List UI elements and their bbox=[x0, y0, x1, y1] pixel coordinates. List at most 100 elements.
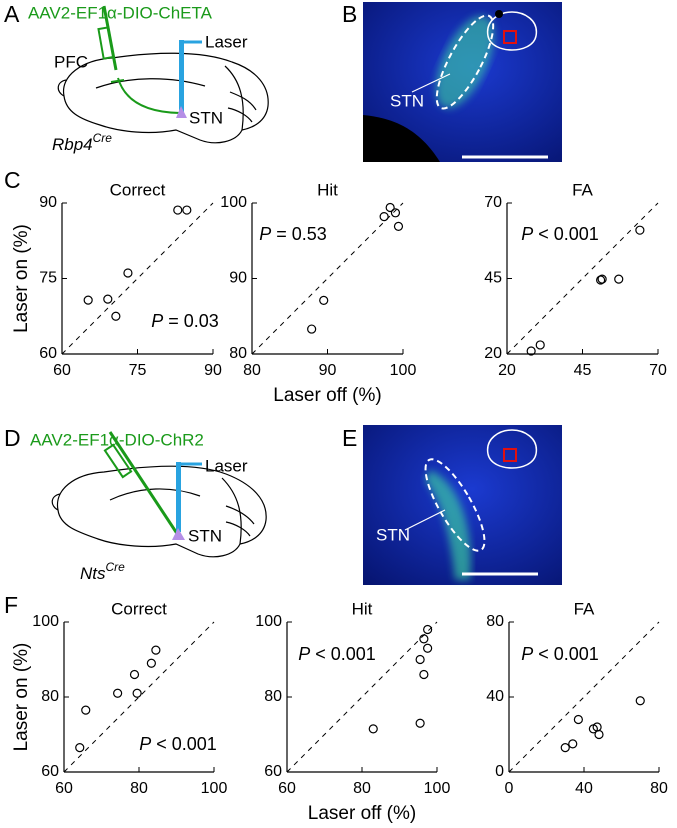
data-point bbox=[597, 274, 607, 284]
data-point bbox=[111, 311, 121, 321]
data-point bbox=[319, 295, 329, 305]
laser-fiber bbox=[179, 40, 184, 112]
y-tick-label: 45 bbox=[484, 270, 502, 287]
p-value: P = 0.03 bbox=[151, 311, 219, 331]
data-point bbox=[568, 739, 578, 749]
p-value: P < 0.001 bbox=[139, 734, 217, 754]
gene: Nts bbox=[80, 564, 106, 583]
data-point bbox=[132, 688, 142, 698]
mouse-line: Rbp4Cre bbox=[52, 131, 112, 154]
panel-letter: E bbox=[342, 425, 357, 451]
data-point bbox=[419, 669, 429, 680]
region-label: STN bbox=[376, 525, 410, 544]
x-tick-label: 0 bbox=[505, 780, 514, 797]
data-point bbox=[129, 669, 140, 680]
syringe bbox=[97, 5, 125, 83]
data-point bbox=[614, 274, 624, 284]
x-tick-label: 90 bbox=[319, 362, 337, 379]
x-tick-label: 70 bbox=[649, 362, 667, 379]
data-point bbox=[535, 340, 545, 350]
projection bbox=[117, 77, 181, 114]
y-tick-label: 40 bbox=[486, 688, 504, 705]
x-tick-label: 75 bbox=[129, 362, 147, 379]
data-point bbox=[379, 211, 389, 222]
x-tick-label: 90 bbox=[204, 362, 222, 379]
data-point bbox=[103, 294, 113, 304]
data-point bbox=[390, 208, 401, 218]
panel-letter: B bbox=[342, 1, 357, 27]
p-value: P = 0.53 bbox=[259, 224, 327, 244]
x-axis-label: Laser off (%) bbox=[308, 803, 416, 824]
gene: Rbp4 bbox=[52, 135, 93, 154]
vector-label: AAV2-EF1α-DIO-ChETA bbox=[28, 3, 213, 22]
data-point bbox=[573, 714, 583, 725]
chart-title: Hit bbox=[317, 180, 338, 199]
data-point bbox=[635, 225, 645, 235]
y-tick-label: 80 bbox=[41, 688, 59, 705]
x-tick-label: 40 bbox=[575, 780, 593, 797]
y-axis-label: Laser on (%) bbox=[11, 224, 32, 333]
superscript: Cre bbox=[106, 560, 126, 574]
x-tick-label: 80 bbox=[130, 780, 148, 797]
light-cone bbox=[172, 528, 185, 540]
y-tick-label: 20 bbox=[484, 345, 502, 362]
data-point bbox=[415, 718, 425, 728]
data-point bbox=[385, 202, 395, 213]
brain-schematic bbox=[57, 52, 269, 144]
data-point bbox=[635, 696, 645, 706]
x-tick-label: 20 bbox=[498, 362, 516, 379]
y-tick-label: 0 bbox=[495, 763, 504, 780]
syringe bbox=[103, 431, 180, 536]
brain-schematic bbox=[51, 465, 267, 558]
p-value: P < 0.001 bbox=[521, 644, 599, 664]
data-point bbox=[123, 268, 133, 278]
y-tick-label: 90 bbox=[39, 194, 57, 211]
y-tick-label: 75 bbox=[39, 270, 57, 287]
data-point bbox=[75, 743, 85, 753]
identity-line bbox=[61, 202, 214, 355]
y-tick-label: 100 bbox=[220, 194, 247, 211]
micrograph bbox=[363, 425, 562, 585]
p-value: P < 0.001 bbox=[521, 224, 599, 244]
x-tick-label: 100 bbox=[390, 362, 417, 379]
panel-letter: D bbox=[4, 425, 21, 451]
x-axis-label: Laser off (%) bbox=[273, 385, 381, 406]
y-tick-label: 90 bbox=[229, 270, 247, 287]
x-tick-label: 80 bbox=[650, 780, 668, 797]
chart-title: Correct bbox=[111, 599, 167, 618]
region-label: STN bbox=[390, 91, 424, 110]
data-point bbox=[415, 654, 425, 665]
x-tick-label: 60 bbox=[278, 780, 296, 797]
laser-label: Laser bbox=[205, 32, 248, 51]
x-tick-label: 60 bbox=[53, 362, 71, 379]
chart-title: Hit bbox=[352, 599, 373, 618]
data-point bbox=[423, 643, 433, 653]
x-tick-label: 80 bbox=[243, 362, 261, 379]
y-tick-label: 80 bbox=[486, 613, 504, 630]
data-point bbox=[596, 275, 606, 285]
y-tick-label: 60 bbox=[264, 763, 282, 780]
panel-letter: A bbox=[4, 1, 20, 27]
region-label: STN bbox=[189, 108, 223, 127]
data-point bbox=[146, 658, 156, 668]
data-point bbox=[307, 324, 317, 334]
data-point bbox=[173, 205, 183, 215]
y-tick-label: 70 bbox=[484, 194, 502, 211]
data-point bbox=[81, 705, 91, 715]
superscript: Cre bbox=[93, 131, 113, 145]
region-label: PFC bbox=[54, 52, 88, 71]
x-tick-label: 100 bbox=[201, 780, 228, 797]
laser-label: Laser bbox=[205, 456, 248, 475]
x-tick-label: 60 bbox=[55, 780, 73, 797]
data-point bbox=[83, 295, 93, 305]
x-tick-label: 80 bbox=[353, 780, 371, 797]
x-tick-label: 45 bbox=[574, 362, 592, 379]
y-tick-label: 80 bbox=[264, 688, 282, 705]
chart-title: Correct bbox=[110, 180, 166, 199]
chart-title: FA bbox=[574, 599, 595, 618]
mouse-line: NtsCre bbox=[80, 560, 125, 583]
data-point bbox=[526, 346, 536, 356]
data-point bbox=[368, 724, 378, 734]
data-point bbox=[182, 205, 192, 215]
